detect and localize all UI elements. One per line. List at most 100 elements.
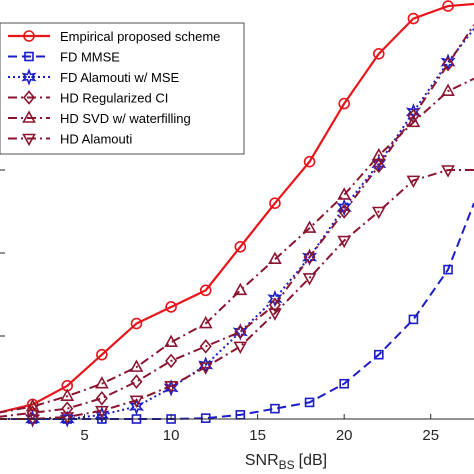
data-point-marker bbox=[59, 410, 75, 428]
series-5 bbox=[0, 165, 474, 427]
x-tick-label: 25 bbox=[422, 427, 439, 444]
series-line bbox=[0, 77, 474, 414]
series-line bbox=[0, 202, 474, 420]
data-point-marker bbox=[441, 83, 455, 96]
legend-entry: FD Alamouti w/ MSE bbox=[8, 68, 180, 86]
data-point-marker bbox=[129, 359, 144, 372]
data-point-marker bbox=[199, 339, 212, 354]
data-point-marker bbox=[371, 206, 386, 220]
data-point-marker bbox=[303, 155, 316, 168]
x-tick-label: 20 bbox=[336, 427, 353, 444]
data-point-marker bbox=[199, 284, 212, 297]
x-axis-label-main: SNR bbox=[245, 452, 279, 469]
data-point-marker bbox=[198, 315, 213, 329]
data-point-marker bbox=[165, 353, 178, 369]
legend-label: Empirical proposed scheme bbox=[60, 29, 220, 44]
series-line bbox=[0, 169, 474, 420]
data-point-marker bbox=[130, 374, 143, 389]
data-point-marker bbox=[408, 314, 419, 325]
legend-marker bbox=[22, 110, 36, 123]
series-line bbox=[0, 2, 474, 414]
data-point-marker bbox=[95, 376, 109, 389]
legend-entry: HD SVD w/ waterfilling bbox=[8, 110, 191, 126]
data-point-marker bbox=[200, 413, 211, 423]
data-point-marker bbox=[270, 403, 280, 414]
legend: Empirical proposed scheme FD MMSE FD Alamo… bbox=[0, 22, 245, 155]
data-point-marker bbox=[269, 197, 281, 209]
legend-label: HD Alamouti bbox=[60, 132, 132, 147]
data-point-marker bbox=[61, 401, 74, 416]
data-point-marker bbox=[405, 103, 421, 121]
data-point-marker bbox=[267, 289, 283, 308]
data-point-marker bbox=[60, 412, 75, 425]
series-0 bbox=[0, 0, 474, 414]
data-point-marker bbox=[372, 47, 385, 60]
data-point-marker bbox=[95, 405, 109, 419]
legend-marker bbox=[21, 68, 37, 86]
data-point-marker bbox=[60, 388, 75, 401]
legend-entry: Empirical proposed scheme bbox=[8, 29, 220, 44]
x-axis-label-unit: [dB] bbox=[299, 452, 327, 469]
x-tick-label: 5 bbox=[80, 427, 88, 444]
data-point-marker bbox=[336, 198, 352, 217]
data-point-marker bbox=[232, 323, 248, 341]
data-point-marker bbox=[25, 398, 40, 412]
x-axis-label-subscript: BS bbox=[279, 458, 295, 472]
legend-marker bbox=[24, 51, 34, 62]
axes-layer: 5 10 15 20 25 bbox=[0, 86, 474, 444]
data-point-marker bbox=[338, 204, 351, 219]
legend-marker bbox=[22, 90, 36, 105]
data-point-marker bbox=[372, 158, 385, 174]
data-point-marker bbox=[164, 380, 178, 394]
data-point-marker bbox=[338, 97, 350, 110]
legend-marker bbox=[22, 133, 36, 147]
data-point-marker bbox=[442, 0, 454, 12]
data-point-marker bbox=[371, 147, 386, 161]
data-point-marker bbox=[233, 282, 248, 296]
data-point-marker bbox=[337, 187, 352, 200]
data-point-marker bbox=[198, 362, 213, 375]
data-point-marker bbox=[234, 240, 247, 253]
data-point-marker bbox=[406, 175, 421, 189]
legend-label: FD MMSE bbox=[60, 50, 120, 65]
data-point-marker bbox=[163, 379, 179, 397]
data-point-marker bbox=[304, 397, 315, 408]
data-point-marker bbox=[337, 235, 352, 249]
legend-label: FD Alamouti w/ MSE bbox=[60, 70, 180, 85]
data-point-marker bbox=[373, 349, 384, 360]
legend-entry: HD Regularized CI bbox=[8, 90, 168, 106]
data-point-marker bbox=[233, 341, 248, 355]
legend-entry: FD MMSE bbox=[8, 50, 120, 65]
data-point-marker bbox=[302, 273, 317, 286]
data-point-marker bbox=[95, 391, 108, 406]
data-point-marker bbox=[441, 165, 455, 178]
data-point-marker bbox=[443, 264, 453, 275]
data-point-marker bbox=[96, 348, 108, 361]
series-line bbox=[0, 28, 474, 420]
data-point-marker bbox=[441, 56, 455, 72]
legend-entry: HD Alamouti bbox=[8, 132, 132, 147]
data-point-marker bbox=[128, 397, 145, 416]
data-point-marker bbox=[234, 324, 247, 340]
data-point-marker bbox=[407, 12, 420, 25]
data-point-marker bbox=[164, 334, 178, 348]
legend-label: HD Regularized CI bbox=[60, 91, 168, 106]
x-axis-label: SNRBS [dB] bbox=[245, 452, 327, 472]
data-point-marker bbox=[303, 249, 316, 265]
data-point-marker bbox=[130, 317, 143, 330]
data-point-marker bbox=[406, 114, 421, 128]
data-point-marker bbox=[129, 395, 144, 408]
x-tick-label: 15 bbox=[249, 427, 266, 444]
x-tick-label: 10 bbox=[163, 427, 180, 444]
data-point-marker bbox=[268, 251, 282, 265]
series-4 bbox=[0, 77, 474, 414]
data-point-marker bbox=[25, 414, 40, 427]
data-point-marker bbox=[339, 378, 349, 389]
data-point-marker bbox=[268, 297, 281, 313]
data-point-marker bbox=[440, 53, 456, 71]
data-point-marker bbox=[302, 220, 317, 233]
legend-label: HD SVD w/ waterfilling bbox=[60, 111, 191, 126]
legend-marker bbox=[23, 30, 35, 42]
data-point-marker bbox=[165, 301, 177, 313]
